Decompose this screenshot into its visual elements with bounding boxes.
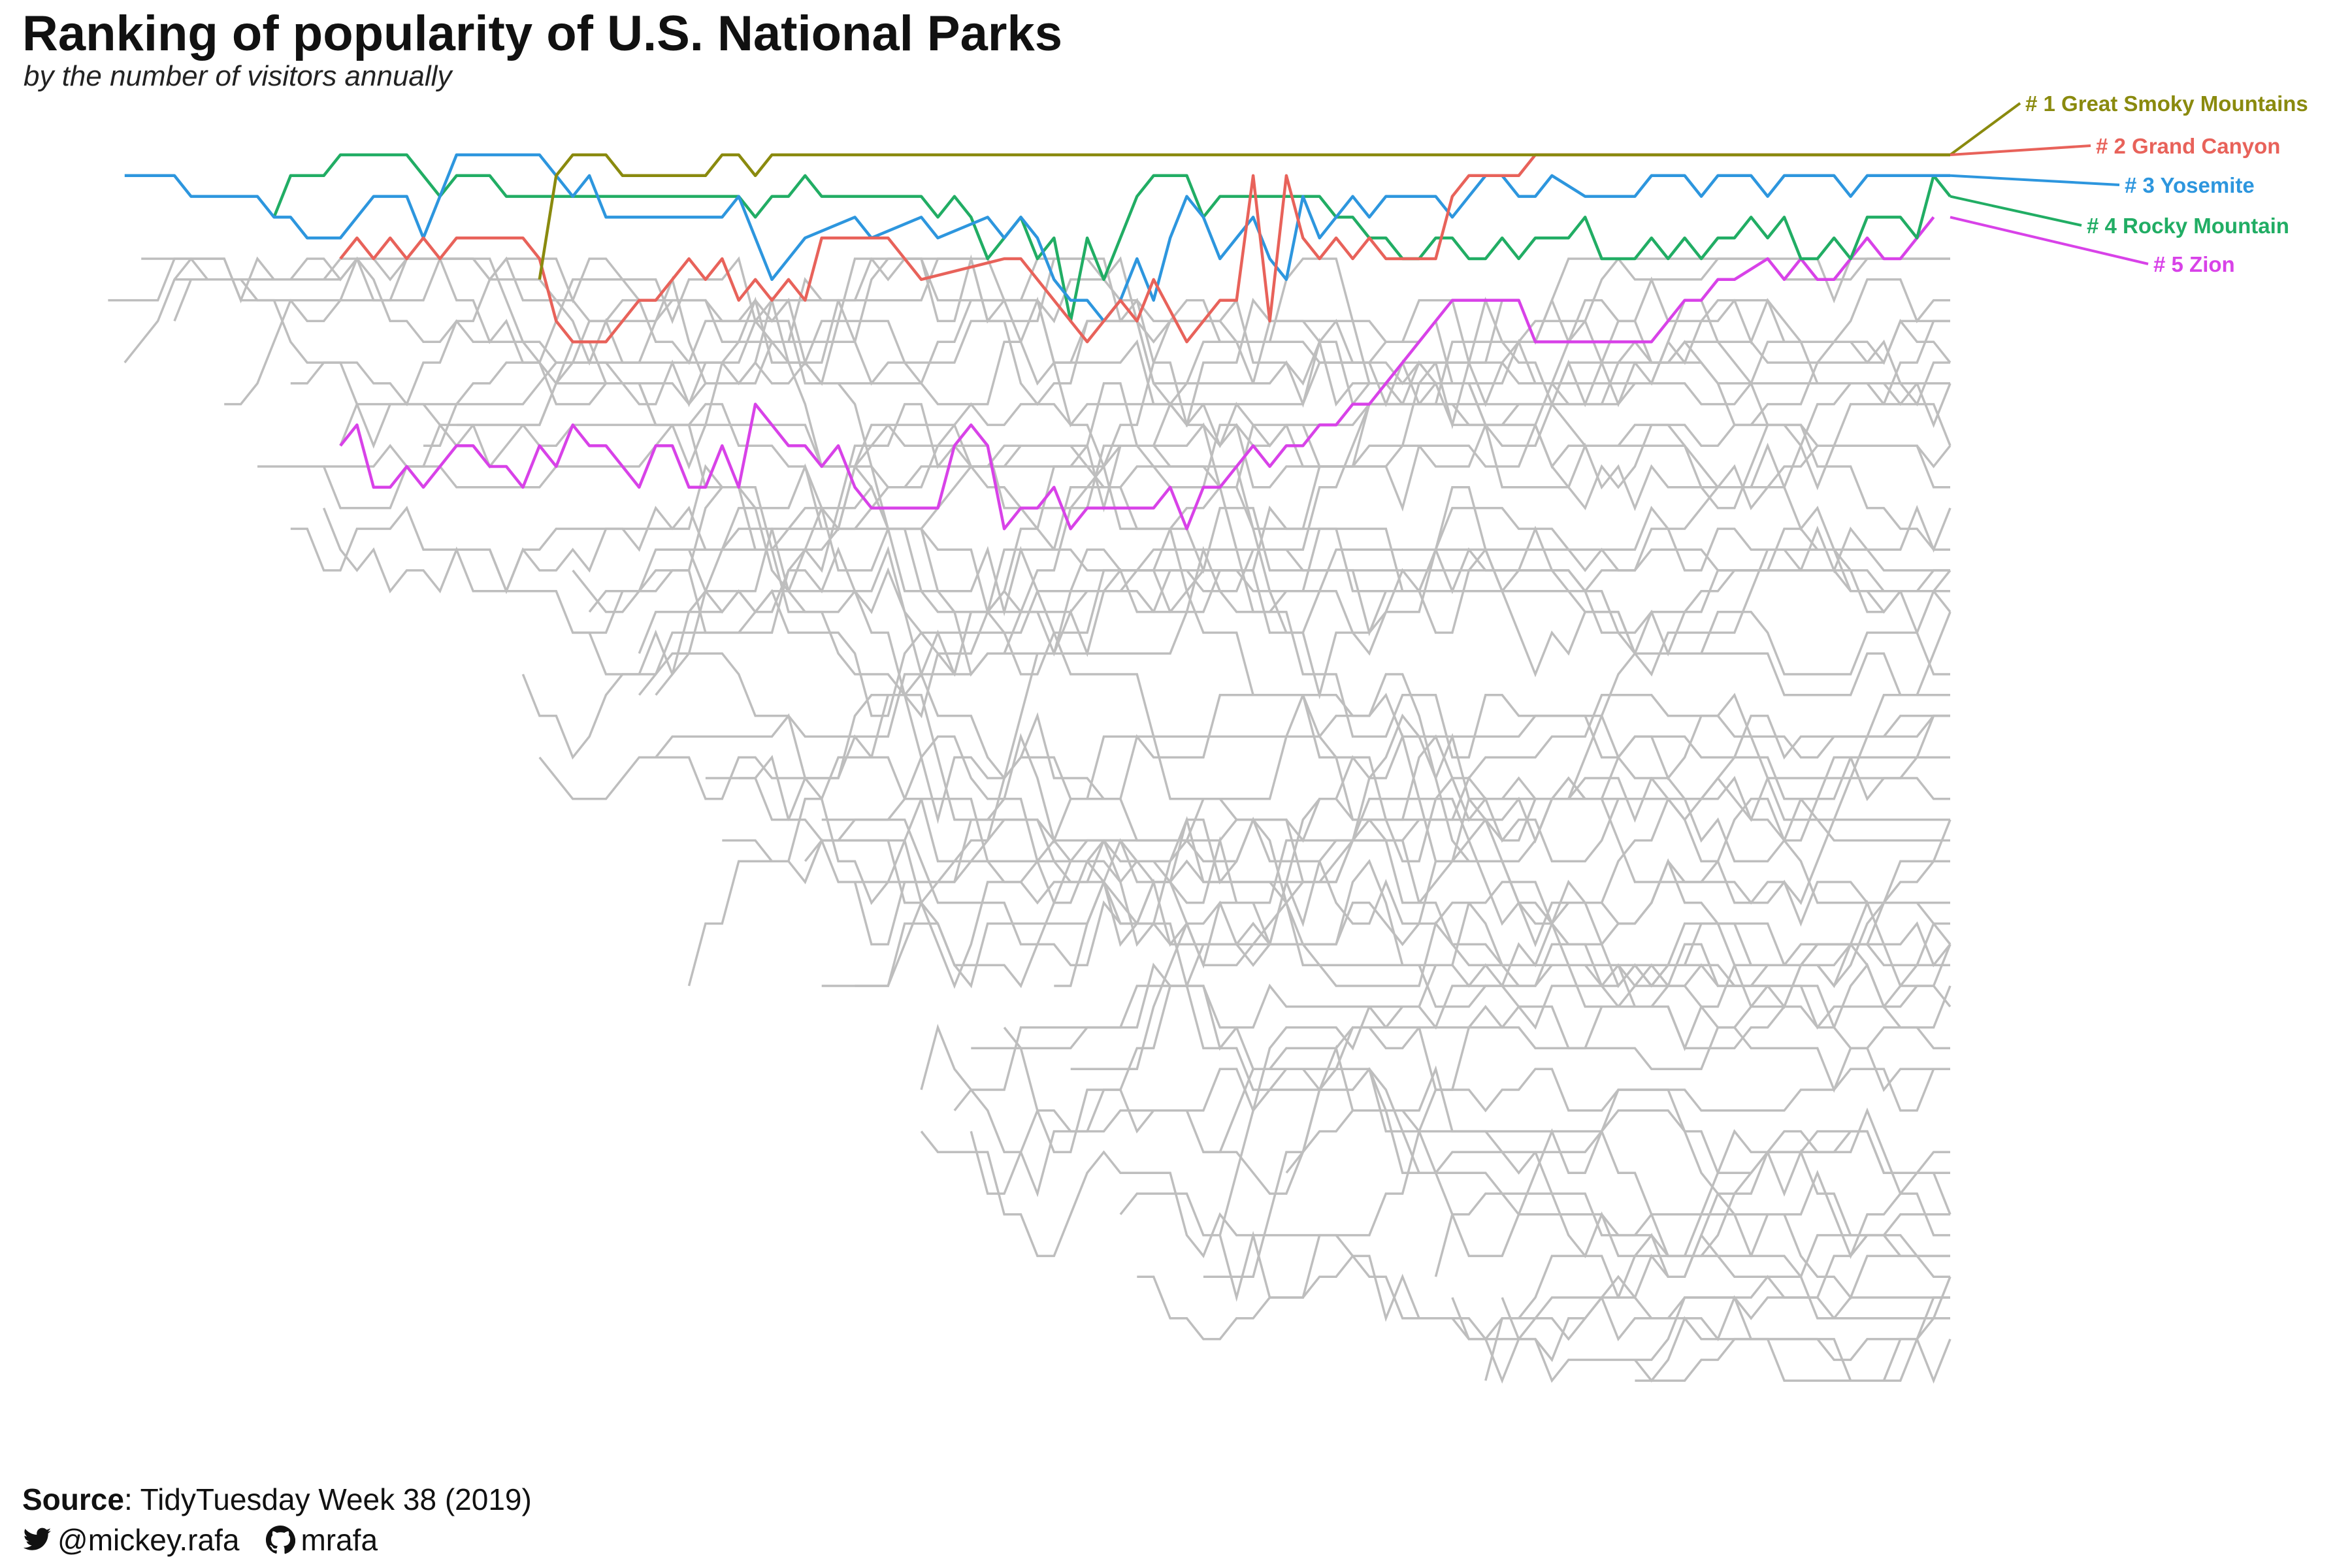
highlighted-series-group [124, 153, 1952, 531]
background-series-line [638, 546, 1952, 696]
source-label: Source [22, 1482, 124, 1516]
series-label: # 4 Rocky Mountain [2087, 214, 2289, 238]
source-caption: Source : TidyTuesday Week 38 (2019) [22, 1482, 532, 1517]
background-series-line [687, 818, 1952, 1008]
background-series-line [971, 881, 1952, 1133]
label-connector [1950, 144, 2091, 156]
background-series-line [1434, 1211, 1950, 1320]
background-series-line [705, 673, 1950, 904]
series-line-great-smoky-mountains [538, 153, 1950, 280]
github-octocat-icon [266, 1525, 296, 1554]
background-series-line [521, 588, 1950, 842]
background-series-line [423, 276, 1950, 510]
twitter-handle: @mickey.rafa [57, 1523, 240, 1557]
label-connector [1950, 174, 2120, 186]
background-series-line [821, 839, 1952, 1009]
background-series-line [855, 776, 1952, 988]
background-series-line [290, 381, 1952, 634]
series-label: # 1 Great Smoky Mountains [2025, 91, 2308, 116]
background-series-line [1218, 1067, 1950, 1258]
background-series-line [853, 798, 1952, 988]
background-series-line [572, 506, 1950, 781]
label-connector [1950, 195, 2082, 227]
background-series-line [572, 422, 1950, 657]
series-label: # 5 Zion [2153, 252, 2235, 276]
background-series-line [738, 693, 1950, 842]
series-line-yosemite [124, 153, 1950, 323]
social-caption: @mickey.rafa mrafa [22, 1522, 378, 1558]
background-series-group [108, 254, 1952, 1384]
github-handle: mrafa [301, 1523, 378, 1557]
background-series-line [123, 257, 1950, 491]
background-series-line [821, 714, 1950, 925]
twitter-bird-icon [23, 1527, 52, 1550]
background-series-line [456, 297, 1950, 469]
background-series-line [655, 527, 1950, 719]
background-series-line [1054, 879, 1950, 1134]
label-connector [1949, 102, 2021, 156]
background-series-line [1451, 1191, 1950, 1341]
series-line-rocky-mountain [272, 153, 1952, 323]
series-label: # 3 Yosemite [2125, 173, 2255, 197]
background-series-line [638, 527, 1950, 759]
series-line-zion [339, 216, 1935, 531]
background-series-line [1635, 1276, 1952, 1382]
background-series-line [804, 798, 1950, 1008]
source-text: : TidyTuesday Week 38 (2019) [123, 1482, 532, 1516]
background-series-line [1634, 1316, 1952, 1384]
chart-subtitle: by the number of visitors annually [24, 60, 452, 92]
background-series-line [1203, 1109, 1950, 1278]
series-labels-group: # 1 Great Smoky Mountains # 2 Grand Canyo… [1949, 91, 2308, 276]
background-series-line [1203, 1004, 1950, 1154]
background-series-line [1070, 900, 1950, 1070]
background-series-line [1137, 1129, 1950, 1384]
label-connector [1950, 216, 2149, 265]
background-series-line [970, 985, 1952, 1195]
background-series-line [423, 421, 1950, 615]
series-label: # 2 Grand Canyon [2096, 134, 2280, 158]
chart-title: Ranking of popularity of U.S. National P… [22, 6, 1062, 61]
series-line-grand-canyon [339, 153, 1950, 344]
background-series-line [1003, 902, 1950, 1050]
background-series-line [920, 1109, 1952, 1258]
background-series-line [1501, 1275, 1950, 1383]
